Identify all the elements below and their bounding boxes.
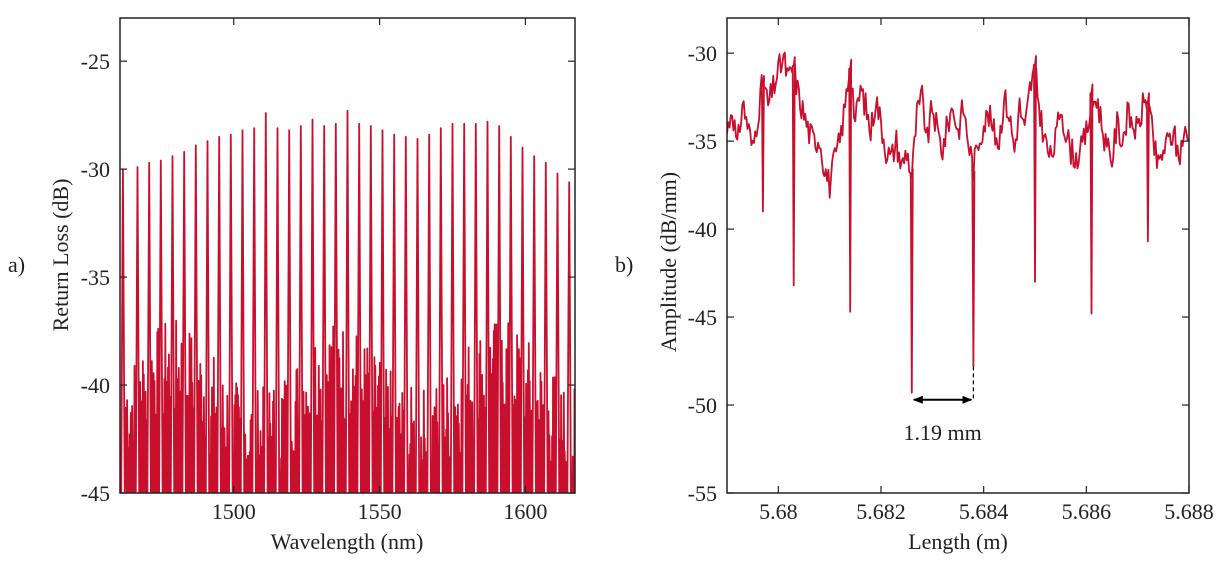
spectrum-peak bbox=[333, 122, 347, 493]
spectrum-peak bbox=[120, 168, 137, 493]
spacing-annotation: 1.19 mm bbox=[903, 366, 982, 445]
panel-a-xtick-label: 1600 bbox=[503, 499, 547, 524]
spectrum-peak bbox=[554, 172, 569, 493]
panel-a-plot-area bbox=[120, 109, 575, 493]
spectrum-peak bbox=[309, 118, 324, 493]
panel-a-ytick-label: -40 bbox=[81, 373, 110, 398]
panel-b-ticks: 5.68 5.682 5.684 5.686 5.688 -55 -50 -45 -40 -35 -… bbox=[688, 18, 1214, 524]
spectrum-peak bbox=[438, 127, 452, 493]
spectrum-peak bbox=[508, 135, 522, 493]
spectrum-peak bbox=[193, 144, 207, 493]
panel-b-xtick-label: 5.684 bbox=[959, 499, 1009, 524]
panel-a-ticks: 1500 1550 1600 -45 -40 -35 -30 -25 bbox=[81, 18, 575, 524]
panel-a-ytick-label: -30 bbox=[81, 157, 110, 182]
spectrum-peak bbox=[298, 125, 312, 493]
spectrum-peak bbox=[251, 127, 265, 493]
panel-a: a) 1500 1550 1600 -45 -40 -35 -30 -25 Wavelengt… bbox=[8, 17, 576, 554]
panel-b-ytick-label: -50 bbox=[688, 393, 717, 418]
spectrum-peak bbox=[496, 125, 510, 493]
panel-a-xtick-label: 1500 bbox=[212, 499, 256, 524]
spectrum-peak bbox=[321, 125, 335, 493]
spectrum-peak bbox=[286, 129, 300, 493]
panel-b-xtick-label: 5.688 bbox=[1164, 499, 1214, 524]
panel-b-xtick-label: 5.68 bbox=[759, 499, 798, 524]
spectrum-peak bbox=[391, 133, 405, 493]
spectrum-peak bbox=[484, 120, 499, 493]
spectrum-peak bbox=[379, 129, 394, 493]
panel-b-label: b) bbox=[615, 252, 633, 277]
spectrum-peak bbox=[158, 159, 172, 493]
panel-b-xlabel: Length (m) bbox=[908, 529, 1008, 554]
spectrum-peak bbox=[519, 146, 534, 493]
spectrum-peak bbox=[426, 133, 440, 493]
panel-b-ytick-label: -40 bbox=[688, 217, 717, 242]
panel-a-xtick-label: 1550 bbox=[358, 499, 402, 524]
spectrum-peak bbox=[566, 181, 575, 493]
spectrum-peak bbox=[216, 135, 230, 493]
spectrum-peak bbox=[146, 161, 160, 493]
spectrum-peak bbox=[356, 122, 370, 493]
spectrum-peak bbox=[181, 151, 195, 493]
panel-a-ylabel: Return Loss (dB) bbox=[48, 179, 73, 332]
panel-a-ytick-label: -35 bbox=[81, 265, 110, 290]
panel-b-plot-area bbox=[727, 51, 1189, 394]
panel-b-xtick-label: 5.682 bbox=[856, 499, 906, 524]
spectrum-peak bbox=[204, 140, 219, 493]
spectrum-peak bbox=[239, 129, 254, 493]
panel-b-ytick-label: -45 bbox=[688, 305, 717, 330]
panel-b-ylabel: Amplitude (dB/mm) bbox=[656, 172, 681, 352]
spectrum-peak bbox=[403, 135, 417, 493]
panel-b-ytick-label: -35 bbox=[688, 129, 717, 154]
panel-a-ytick-label: -45 bbox=[81, 481, 110, 506]
panel-b-ytick-label: -30 bbox=[688, 41, 717, 66]
panel-a-axes-box bbox=[119, 17, 576, 494]
panel-a-label: a) bbox=[8, 252, 25, 277]
spectrum-peak bbox=[449, 122, 464, 493]
spectrum-peak bbox=[543, 161, 557, 493]
spectrum-peak bbox=[473, 122, 487, 493]
spectrum-peak bbox=[461, 122, 475, 493]
panel-b: b) 5.68 5.682 5.684 5.686 5.688 -55 -50 -45 -40 -… bbox=[615, 17, 1214, 554]
spectrum-peak bbox=[228, 133, 242, 493]
panel-b-xtick-label: 5.686 bbox=[1062, 499, 1112, 524]
spectrum-peak bbox=[274, 127, 289, 493]
panel-a-xlabel: Wavelength (nm) bbox=[271, 529, 424, 554]
panel-b-ytick-label: -55 bbox=[688, 481, 717, 506]
spectrum-peak bbox=[134, 166, 149, 493]
panel-a-ytick-label: -25 bbox=[81, 49, 110, 74]
spectrum-peak bbox=[414, 138, 429, 493]
spacing-label: 1.19 mm bbox=[903, 420, 981, 445]
panel-b-axes-box bbox=[726, 17, 1190, 494]
spectrum-peak bbox=[368, 125, 382, 493]
spectrum-peak bbox=[169, 155, 184, 493]
spectrum-peak bbox=[263, 112, 277, 493]
spectrum-peak bbox=[531, 155, 545, 493]
spectrum-peak bbox=[344, 109, 359, 493]
amplitude-trace bbox=[727, 51, 1189, 394]
